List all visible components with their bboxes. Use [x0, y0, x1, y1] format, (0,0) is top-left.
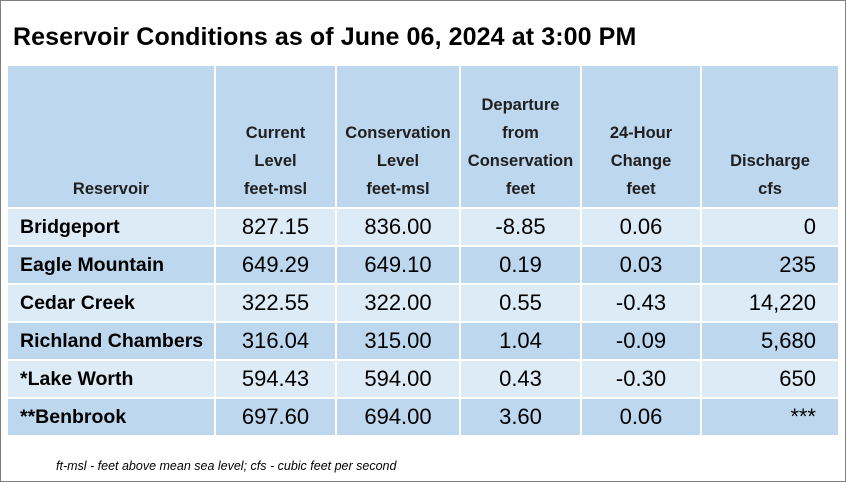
- header-unit: feet: [626, 180, 656, 198]
- current-level-cell: 697.60: [215, 398, 337, 437]
- header-24-hour-change: 24-Hour Change feet: [581, 66, 702, 209]
- conservation-level-cell: 836.00: [336, 208, 461, 247]
- header-departure: Departure from Conservation feet: [460, 66, 582, 209]
- conservation-level-cell: 315.00: [336, 322, 461, 361]
- discharge-cell: ***: [701, 398, 838, 437]
- table-row: Bridgeport 827.15 836.00 -8.85 0.06 0: [8, 208, 838, 247]
- change-cell: 0.03: [581, 246, 702, 285]
- table-row: *Lake Worth 594.43 594.00 0.43 -0.30 650: [8, 360, 838, 399]
- header-unit: feet: [505, 180, 536, 198]
- header-unit: feet-msl: [243, 180, 308, 198]
- reservoir-name: Cedar Creek: [8, 284, 216, 323]
- header-unit: cfs: [758, 180, 782, 198]
- departure-cell: 0.43: [460, 360, 582, 399]
- header-conservation-level: Conservation Level feet-msl: [336, 66, 461, 209]
- departure-cell: 3.60: [460, 398, 582, 437]
- conservation-level-cell: 649.10: [336, 246, 461, 285]
- current-level-cell: 827.15: [215, 208, 337, 247]
- current-level-cell: 322.55: [215, 284, 337, 323]
- departure-cell: 0.19: [460, 246, 582, 285]
- change-cell: 0.06: [581, 398, 702, 437]
- header-line: from: [502, 124, 539, 142]
- header-line: Departure: [481, 96, 560, 114]
- table-header-row: Reservoir Current Level feet-msl Conserv…: [8, 66, 838, 209]
- table-row: Cedar Creek 322.55 322.00 0.55 -0.43 14,…: [8, 284, 838, 323]
- reservoir-name: Eagle Mountain: [8, 246, 216, 285]
- conservation-level-cell: 694.00: [336, 398, 461, 437]
- table-row: Richland Chambers 316.04 315.00 1.04 -0.…: [8, 322, 838, 361]
- departure-cell: 1.04: [460, 322, 582, 361]
- header-discharge: Discharge cfs: [701, 66, 838, 209]
- discharge-cell: 650: [701, 360, 838, 399]
- discharge-cell: 5,680: [701, 322, 838, 361]
- change-cell: 0.06: [581, 208, 702, 247]
- reservoir-name: Bridgeport: [8, 208, 216, 247]
- change-cell: -0.43: [581, 284, 702, 323]
- header-line: Conservation: [467, 152, 574, 170]
- discharge-cell: 0: [701, 208, 838, 247]
- header-unit: feet-msl: [366, 180, 430, 198]
- reservoir-table: Reservoir Current Level feet-msl Conserv…: [8, 66, 838, 437]
- header-reservoir-line: Reservoir: [72, 180, 150, 198]
- header-line: Current: [245, 124, 306, 142]
- header-reservoir: Reservoir: [8, 66, 216, 209]
- current-level-cell: 594.43: [215, 360, 337, 399]
- header-line: Level: [254, 152, 297, 170]
- current-level-cell: 649.29: [215, 246, 337, 285]
- current-level-cell: 316.04: [215, 322, 337, 361]
- page-title: Reservoir Conditions as of June 06, 2024…: [13, 23, 637, 51]
- header-line: Level: [376, 152, 420, 170]
- departure-cell: 0.55: [460, 284, 582, 323]
- discharge-cell: 235: [701, 246, 838, 285]
- conservation-level-cell: 322.00: [336, 284, 461, 323]
- footnote: ft-msl - feet above mean sea level; cfs …: [56, 459, 397, 473]
- header-line: Change: [610, 152, 672, 170]
- reservoir-name: Richland Chambers: [8, 322, 216, 361]
- table-row: **Benbrook 697.60 694.00 3.60 0.06 ***: [8, 398, 838, 437]
- conservation-level-cell: 594.00: [336, 360, 461, 399]
- change-cell: -0.09: [581, 322, 702, 361]
- reservoir-name: **Benbrook: [8, 398, 216, 437]
- table-row: Eagle Mountain 649.29 649.10 0.19 0.03 2…: [8, 246, 838, 285]
- reservoir-name: *Lake Worth: [8, 360, 216, 399]
- header-line: Conservation: [345, 124, 451, 142]
- header-current-level: Current Level feet-msl: [215, 66, 337, 209]
- header-line: Discharge: [730, 152, 810, 170]
- discharge-cell: 14,220: [701, 284, 838, 323]
- departure-cell: -8.85: [460, 208, 582, 247]
- header-line: 24-Hour: [609, 124, 673, 142]
- change-cell: -0.30: [581, 360, 702, 399]
